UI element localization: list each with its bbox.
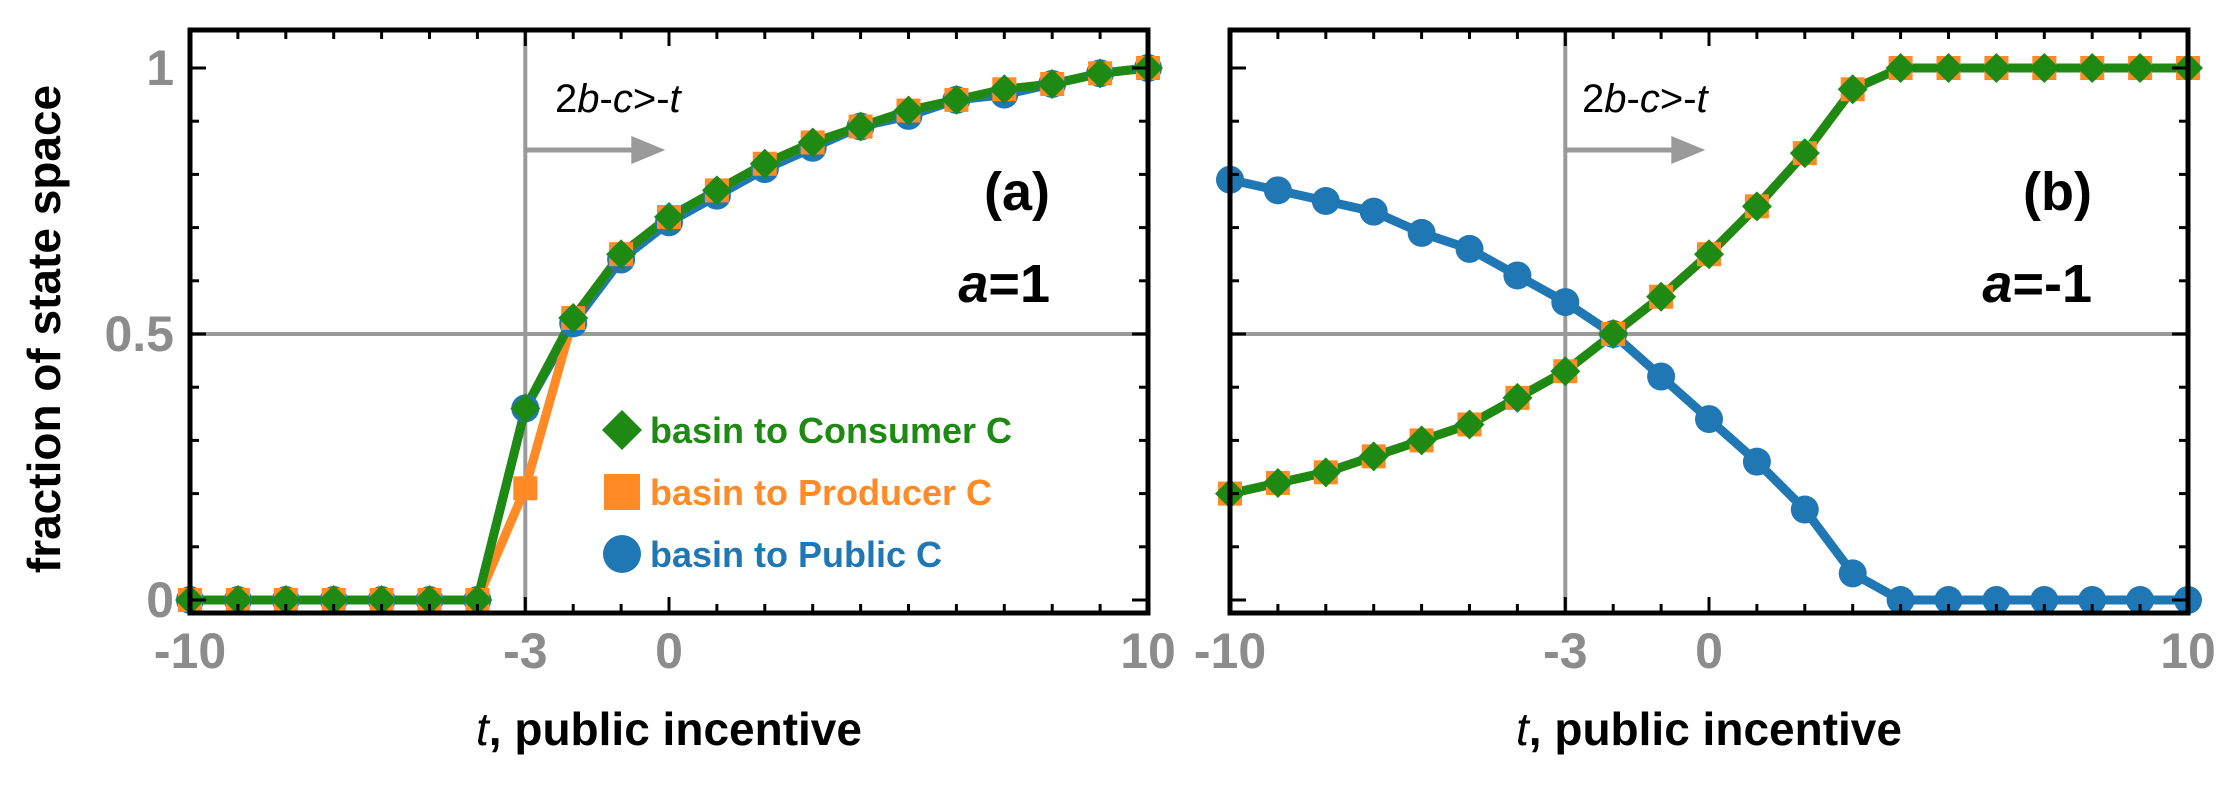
data-point-consumer <box>222 585 253 615</box>
panel-a: 2b-c>-t -10 -3 0 10 0 0.5 1 t, public incentive (… <box>104 27 1176 755</box>
panel-label: (b) <box>2023 162 2092 222</box>
parameter-label: a=1 <box>958 254 1050 314</box>
data-point-consumer <box>1598 319 1629 349</box>
x-tick-label: -10 <box>154 623 226 679</box>
x-tick-label: 0 <box>1695 623 1723 679</box>
data-point-consumer <box>1646 281 1677 312</box>
panel-b: 2b-c>-t -10 -3 0 10 t, public incentive (b) a=-… <box>1194 27 2216 755</box>
annotation-arrow-head <box>1671 136 1706 164</box>
data-point-public <box>1407 218 1436 247</box>
data-point-consumer <box>1454 409 1485 440</box>
data-point-consumer <box>893 95 924 126</box>
y-axis-title: fraction of state space <box>18 85 70 573</box>
annotation-text: 2b-c>-t <box>555 77 683 121</box>
data-point-public <box>1934 586 1963 614</box>
data-point-consumer <box>462 585 493 615</box>
annotation-arrow-head <box>631 136 666 164</box>
x-axis-title: t, public incentive <box>1516 703 1902 755</box>
data-point-public <box>1647 362 1676 391</box>
data-point-public <box>1359 197 1388 226</box>
y-tick-label: 0 <box>146 572 174 628</box>
x-tick-label: 0 <box>655 623 683 679</box>
data-point-consumer <box>1310 457 1341 488</box>
data-point-consumer <box>1502 382 1533 413</box>
y-tick-label: 0.5 <box>104 306 174 362</box>
data-point-consumer <box>1358 441 1389 472</box>
data-point-consumer <box>366 585 397 615</box>
data-point-consumer <box>414 585 445 615</box>
data-point-public <box>1742 447 1771 476</box>
data-point-public <box>1695 405 1723 434</box>
data-point-consumer <box>749 148 780 179</box>
data-point-public <box>1503 261 1532 290</box>
data-point-public <box>1311 187 1340 215</box>
legend-marker-consumer <box>602 410 642 450</box>
legend-label-consumer: basin to Consumer C <box>650 410 1012 451</box>
data-point-consumer <box>845 111 876 142</box>
legend-label-producer: basin to Producer C <box>650 472 992 513</box>
data-point-consumer <box>2029 53 2060 83</box>
data-point-consumer <box>1933 53 1964 83</box>
x-tick-label: -3 <box>1543 623 1587 679</box>
legend-marker-producer <box>604 474 640 510</box>
data-point-consumer <box>318 585 349 615</box>
data-point-consumer <box>989 74 1020 105</box>
data-point-public <box>2078 586 2107 614</box>
data-point-consumer <box>1550 356 1581 387</box>
data-point-consumer <box>1085 58 1116 89</box>
legend-label-public: basin to Public C <box>650 534 942 575</box>
data-point-public <box>1838 559 1867 588</box>
data-point-public <box>1790 495 1819 524</box>
data-point-consumer <box>1981 53 2012 83</box>
panel-label: (a) <box>984 162 1050 222</box>
plot-frame <box>1227 27 2191 616</box>
legend-marker-public <box>603 535 641 573</box>
data-point-public <box>1263 176 1292 205</box>
data-point-public <box>2030 586 2059 614</box>
data-point-consumer <box>1741 191 1772 222</box>
parameter-label: a=-1 <box>1982 254 2092 314</box>
data-point-consumer <box>701 175 732 206</box>
x-axis-title: t, public incentive <box>476 703 862 755</box>
data-point-producer <box>513 476 538 501</box>
data-point-consumer <box>1694 239 1724 270</box>
data-point-consumer <box>1885 53 1916 83</box>
data-point-public <box>2126 586 2155 614</box>
data-point-consumer <box>2125 53 2156 83</box>
data-point-consumer <box>1262 467 1293 498</box>
x-tick-label: -3 <box>503 623 547 679</box>
data-point-public <box>1455 234 1484 263</box>
data-point-public <box>1886 586 1915 614</box>
x-tick-label: -10 <box>1194 623 1266 679</box>
data-point-consumer <box>1406 425 1437 456</box>
x-tick-label: 10 <box>1120 623 1176 679</box>
data-point-public <box>1982 586 2011 614</box>
y-tick-label: 1 <box>146 40 174 96</box>
data-point-consumer <box>270 585 301 615</box>
data-point-consumer <box>606 239 637 270</box>
data-point-consumer <box>558 303 589 334</box>
annotation-text: 2b-c>-t <box>1582 77 1710 121</box>
data-point-consumer <box>941 84 972 115</box>
data-point-public <box>1551 288 1580 317</box>
data-point-consumer <box>2077 53 2108 83</box>
data-point-consumer <box>510 393 541 424</box>
data-point-consumer <box>1837 74 1868 105</box>
x-tick-label: 10 <box>2160 623 2216 679</box>
data-point-consumer <box>654 201 684 232</box>
data-point-consumer <box>1789 138 1820 169</box>
data-point-consumer <box>1037 68 1068 99</box>
data-point-consumer <box>797 127 828 158</box>
